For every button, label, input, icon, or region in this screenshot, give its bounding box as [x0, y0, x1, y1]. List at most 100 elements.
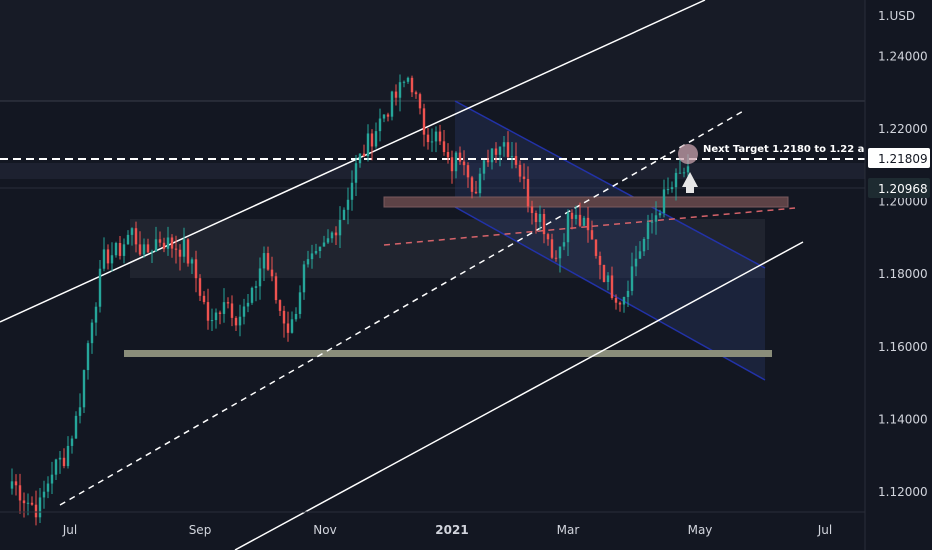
candle-body: [422, 108, 426, 135]
candle-body: [378, 118, 382, 132]
candle-body: [26, 502, 30, 504]
candle-body: [226, 302, 230, 304]
candle-body: [406, 77, 410, 82]
candle-body: [58, 457, 62, 460]
price-tick-2: 1.20000: [878, 195, 928, 209]
candle-body: [686, 166, 690, 173]
consolidation-box: [130, 219, 765, 278]
time-tick-1: Sep: [189, 523, 212, 537]
candle-body: [550, 239, 554, 258]
candle-body: [170, 237, 174, 249]
candle-body: [38, 497, 42, 518]
candle-body: [142, 244, 146, 255]
candle-body: [530, 206, 534, 214]
candle-body: [446, 152, 450, 158]
descending-channel-upper: [454, 100, 766, 269]
candle-body: [214, 312, 218, 321]
target-circle: [678, 144, 698, 164]
candle-body: [566, 212, 570, 243]
candle-body: [502, 142, 506, 147]
candle-body: [122, 244, 126, 256]
ascending-channel-upper: [0, 0, 706, 323]
candle-body: [150, 251, 154, 253]
candle-body: [346, 199, 350, 210]
candle-body: [602, 264, 606, 283]
candle-body: [322, 242, 326, 247]
price-tag-current-value: 1.20968: [878, 182, 928, 196]
target-band: [0, 163, 865, 179]
candle-body: [486, 160, 490, 163]
up-arrow-stem: [686, 187, 694, 193]
candle-body: [326, 238, 330, 243]
candle-body: [390, 91, 394, 117]
candle-body: [654, 215, 658, 222]
price-tag-current-bg: [868, 178, 930, 198]
upper-shade-band: [0, 0, 865, 101]
neckline-dashed: [383, 207, 796, 246]
candle-body: [362, 153, 366, 157]
price-axis-label: 1.USD: [878, 9, 915, 23]
candle-body: [462, 161, 466, 166]
up-arrow-icon: [682, 172, 698, 187]
candle-body: [274, 276, 278, 301]
candle-body: [18, 485, 22, 501]
candle-body: [70, 438, 74, 446]
candle-body: [126, 234, 130, 245]
time-tick-2: Nov: [313, 523, 336, 537]
candle-body: [518, 164, 522, 177]
candle-body: [222, 302, 226, 314]
candle-body: [670, 187, 674, 190]
candle-body: [554, 257, 558, 259]
candle-body: [78, 407, 82, 416]
candle-body: [234, 317, 238, 326]
candle-body: [46, 483, 50, 492]
candle-body: [118, 242, 122, 256]
candle-body: [506, 142, 510, 157]
candle-body: [450, 157, 454, 172]
candle-body: [658, 213, 662, 216]
candle-body: [94, 306, 98, 323]
candle-body: [282, 310, 286, 324]
candle-body: [642, 238, 646, 252]
candle-body: [586, 217, 590, 231]
candle-body: [570, 212, 574, 219]
ascending-channel-lower: [234, 241, 804, 550]
candle-body: [618, 302, 622, 305]
candle-body: [238, 316, 242, 326]
candle-body: [590, 230, 594, 240]
candle-body: [582, 217, 586, 226]
candle-body: [426, 134, 430, 143]
candle-body: [414, 92, 418, 95]
candle-body: [242, 306, 246, 317]
candle-body: [262, 253, 266, 269]
candle-body: [98, 268, 102, 307]
candle-body: [466, 165, 470, 178]
candle-body: [478, 173, 482, 194]
price-tag-target-value: 1.21809: [878, 152, 928, 166]
candle-body: [394, 91, 398, 98]
candle-body: [510, 156, 514, 158]
candle-body: [190, 259, 194, 264]
candle-body: [66, 445, 70, 467]
candle-body: [114, 242, 118, 256]
candle-body: [306, 259, 310, 265]
candle-body: [154, 239, 158, 252]
candle-body: [194, 259, 198, 279]
candle-body: [558, 246, 562, 259]
candle-body: [106, 249, 110, 264]
candle-body: [626, 290, 630, 297]
candle-body: [42, 491, 46, 498]
candle-body: [514, 156, 518, 165]
candle-body: [198, 278, 202, 296]
candle-body: [594, 239, 598, 256]
candle-body: [474, 191, 478, 194]
candle-body: [366, 133, 370, 157]
candle-body: [310, 253, 314, 260]
candle-body: [494, 148, 498, 155]
candle-body: [286, 323, 290, 333]
candle-body: [278, 300, 282, 311]
candle-body: [534, 213, 538, 223]
candle-body: [134, 228, 138, 245]
